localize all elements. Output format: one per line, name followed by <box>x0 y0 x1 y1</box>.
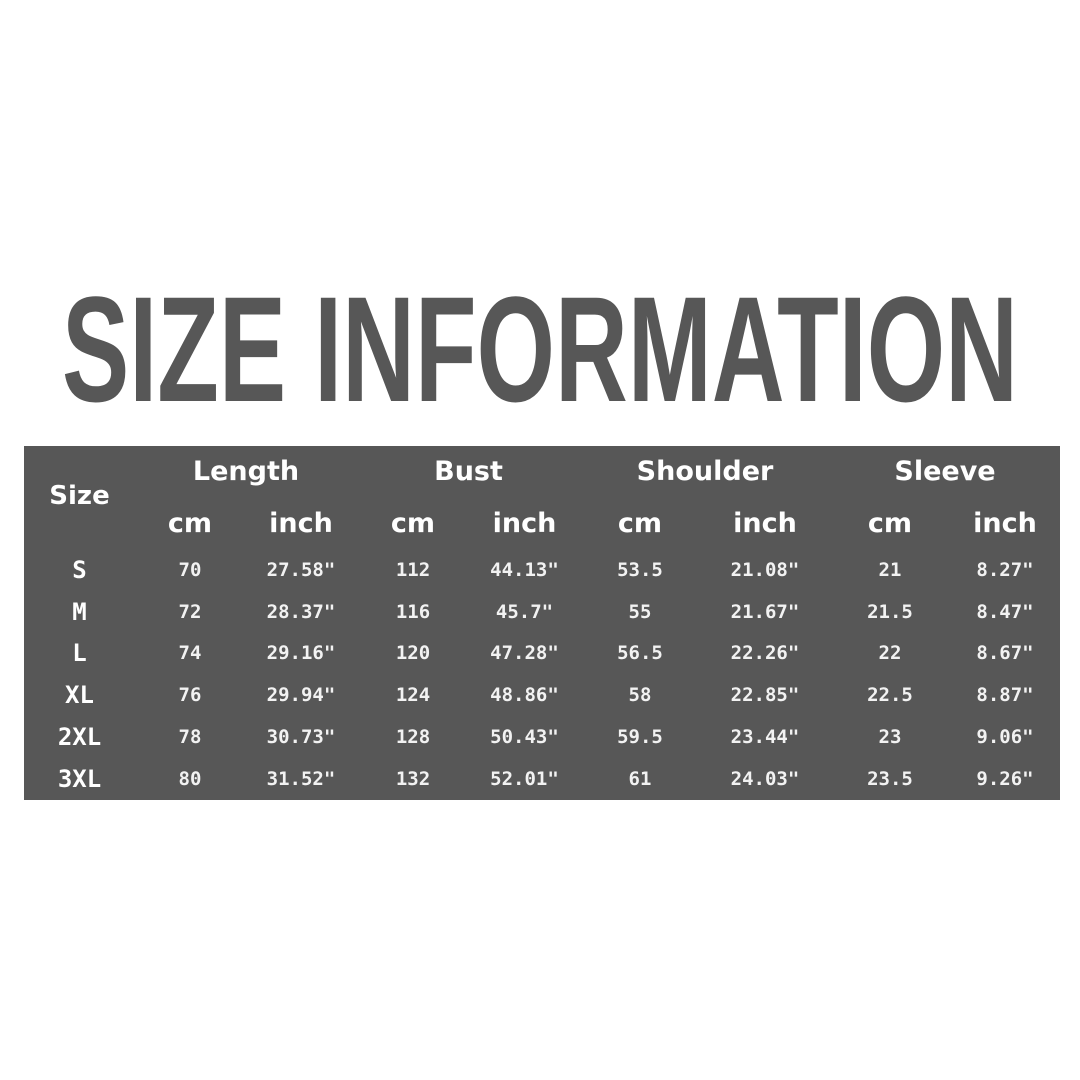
size-table: Size Length Bust Shoulder Sleeve cm inch… <box>24 446 1060 800</box>
unit-header: inch <box>492 507 557 539</box>
group-header-bust: Bust <box>434 456 503 487</box>
table-cell: 78 <box>178 726 202 749</box>
table-cell: 56.5 <box>617 642 663 665</box>
table-cell: 21 <box>878 558 902 581</box>
table-cell: 21.08" <box>730 558 800 581</box>
table-cell: 44.13" <box>490 558 559 581</box>
table-cell: 22.85" <box>730 684 800 707</box>
unit-header: inch <box>973 507 1037 539</box>
table-cell: 27.58" <box>266 558 336 581</box>
table-cell: 22.5 <box>867 684 913 707</box>
table-cell: 8.67" <box>976 642 1034 665</box>
table-cell: 53.5 <box>617 558 663 581</box>
table-cell: 70 <box>178 558 202 581</box>
table-cell: 116 <box>395 600 431 623</box>
table-cell: 21.67" <box>730 600 800 623</box>
table-cell: 23 <box>878 726 902 749</box>
table-cell: 59.5 <box>617 726 663 749</box>
size-label: S <box>72 555 87 584</box>
size-label: 3XL <box>57 764 102 793</box>
table-cell: 55 <box>628 600 652 623</box>
table-cell: 50.43" <box>490 726 559 749</box>
table-cell: 9.26" <box>976 767 1034 790</box>
unit-header: cm <box>390 507 436 539</box>
table-cell: 30.73" <box>266 726 336 749</box>
size-label: XL <box>65 681 94 710</box>
table-cell: 48.86" <box>490 684 559 707</box>
size-label: M <box>72 597 87 626</box>
page-title-wrapper: SIZE INFORMATION <box>62 283 1018 408</box>
size-label: L <box>72 639 87 668</box>
table-cell: 23.5 <box>867 767 913 790</box>
unit-header: cm <box>867 507 913 539</box>
table-cell: 47.28" <box>490 642 559 665</box>
size-label: 2XL <box>57 723 102 752</box>
table-cell: 8.27" <box>976 558 1034 581</box>
table-cell: 9.06" <box>976 726 1034 749</box>
table-cell: 22 <box>878 642 902 665</box>
table-cell: 24.03" <box>730 767 800 790</box>
unit-header: cm <box>167 507 213 539</box>
unit-header: cm <box>617 507 663 539</box>
table-cell: 28.37" <box>266 600 336 623</box>
table-cell: 61 <box>628 767 652 790</box>
table-cell: 72 <box>178 600 202 623</box>
table-cell: 21.5 <box>867 600 913 623</box>
table-cell: 76 <box>178 684 202 707</box>
table-cell: 22.26" <box>730 642 800 665</box>
table-cell: 29.16" <box>266 642 336 665</box>
table-cell: 45.7" <box>495 600 554 623</box>
table-cell: 112 <box>395 558 431 581</box>
group-header-sleeve: Sleeve <box>894 456 996 487</box>
table-cell: 80 <box>178 767 202 790</box>
table-cell: 124 <box>395 684 431 707</box>
table-cell: 128 <box>395 726 431 749</box>
size-header: Size <box>49 480 110 511</box>
page-title: SIZE INFORMATION <box>62 283 1018 408</box>
group-header-length: Length <box>192 456 300 487</box>
table-cell: 8.47" <box>976 600 1034 623</box>
group-header-shoulder: Shoulder <box>636 456 774 487</box>
table-cell: 31.52" <box>266 767 336 790</box>
table-cell: 120 <box>395 642 431 665</box>
unit-header: inch <box>733 507 797 539</box>
table-cell: 52.01" <box>490 767 559 790</box>
table-cell: 58 <box>628 684 652 707</box>
table-cell: 74 <box>178 642 202 665</box>
table-cell: 132 <box>395 767 431 790</box>
table-cell: 29.94" <box>266 684 336 707</box>
unit-header: inch <box>269 507 333 539</box>
table-cell: 8.87" <box>976 684 1034 707</box>
table-cell: 23.44" <box>730 726 800 749</box>
